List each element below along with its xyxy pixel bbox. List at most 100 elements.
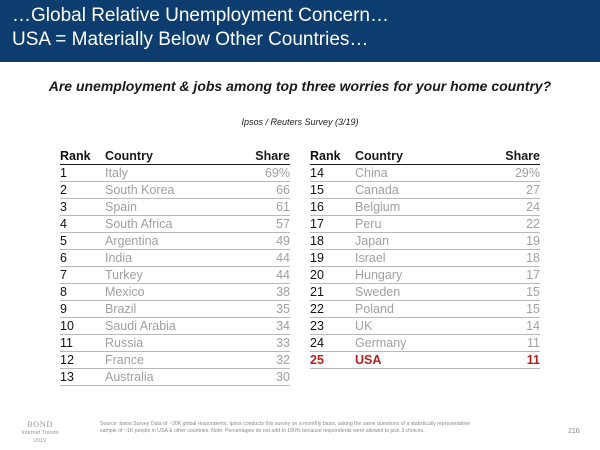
- table-row: 4 South Africa 57: [60, 215, 290, 233]
- country-cell: Saudi Arabia: [105, 317, 230, 335]
- rank-cell: 25: [310, 351, 355, 369]
- rank-cell: 19: [310, 249, 355, 267]
- country-cell: India: [105, 249, 230, 267]
- rank-cell: 5: [60, 232, 105, 250]
- share-cell: 49: [229, 232, 290, 250]
- share-cell: 24: [465, 198, 540, 216]
- rank-cell: 14: [310, 164, 355, 182]
- table-row: 3 Spain 61: [60, 198, 290, 216]
- table-row: 6 India 44: [60, 249, 290, 267]
- country-cell: Spain: [105, 198, 230, 216]
- country-cell: Russia: [105, 334, 230, 352]
- share-cell: 44: [229, 266, 290, 284]
- table-row: 10 Saudi Arabia 34: [60, 317, 290, 335]
- country-cell: Turkey: [105, 266, 230, 284]
- share-cell: 69%: [229, 164, 290, 182]
- table-row: 12 France 32: [60, 351, 290, 369]
- country-cell: Peru: [355, 215, 466, 233]
- country-cell: Australia: [105, 368, 230, 386]
- country-cell: Italy: [105, 164, 230, 182]
- share-cell: 11: [465, 334, 540, 352]
- country-cell: Argentina: [105, 232, 230, 250]
- ranking-table-left: Rank Country Share 1 Italy 69% 2 South Korea…: [60, 148, 290, 386]
- share-cell: 44: [229, 249, 290, 267]
- country-cell: Mexico: [105, 283, 230, 301]
- table-row: 5 Argentina 49: [60, 232, 290, 250]
- table-body-right: 14 China 29% 15 Canada 27 16 Belgium 24 17 Peru 22 1…: [310, 164, 540, 369]
- footnote-line-2: sample of ~1K people in USA & other coun…: [100, 428, 425, 434]
- share-column-header: Share: [229, 148, 290, 165]
- table-row: 25 USA 11: [310, 351, 540, 369]
- table-row: 18 Japan 19: [310, 232, 540, 250]
- country-cell: Hungary: [355, 266, 466, 284]
- country-cell: China: [355, 164, 466, 182]
- rank-cell: 17: [310, 215, 355, 233]
- share-cell: 34: [229, 317, 290, 335]
- table-row: 17 Peru 22: [310, 215, 540, 233]
- rank-column-header: Rank: [310, 148, 355, 165]
- share-cell: 30: [229, 368, 290, 386]
- share-cell: 14: [465, 317, 540, 335]
- share-cell: 35: [229, 300, 290, 318]
- table-row: 15 Canada 27: [310, 181, 540, 199]
- country-cell: Sweden: [355, 283, 466, 301]
- country-column-header: Country: [105, 148, 230, 165]
- country-cell: South Africa: [105, 215, 230, 233]
- share-column-header: Share: [465, 148, 540, 165]
- table-row: 16 Belgium 24: [310, 198, 540, 216]
- country-cell: UK: [355, 317, 466, 335]
- table-header-row: Rank Country Share: [60, 148, 290, 165]
- survey-question: Are unemployment & jobs among top three …: [48, 78, 552, 94]
- rank-column-header: Rank: [60, 148, 105, 165]
- table-row: 20 Hungary 17: [310, 266, 540, 284]
- share-cell: 38: [229, 283, 290, 301]
- share-cell: 11: [465, 351, 540, 369]
- country-cell: Belgium: [355, 198, 466, 216]
- rank-cell: 6: [60, 249, 105, 267]
- share-cell: 18: [465, 249, 540, 267]
- share-cell: 66: [229, 181, 290, 199]
- rank-cell: 22: [310, 300, 355, 318]
- table-row: 8 Mexico 38: [60, 283, 290, 301]
- table-row: 19 Israel 18: [310, 249, 540, 267]
- country-cell: Brazil: [105, 300, 230, 318]
- rank-cell: 18: [310, 232, 355, 250]
- country-cell: USA: [355, 351, 466, 369]
- bond-logo-text: BOND: [26, 419, 54, 429]
- ranking-table-right: Rank Country Share 14 China 29% 15 Canada 27 1…: [310, 148, 540, 369]
- title-line-2: USA = Materially Below Other Countries…: [12, 29, 369, 50]
- rank-cell: 15: [310, 181, 355, 199]
- title-line-1: …Global Relative Unemployment Concern…: [12, 5, 389, 26]
- table-row: 22 Poland 15: [310, 300, 540, 318]
- share-cell: 57: [229, 215, 290, 233]
- table-row: 13 Australia 30: [60, 368, 290, 386]
- share-cell: 32: [229, 351, 290, 369]
- country-cell: Germany: [355, 334, 466, 352]
- rank-cell: 21: [310, 283, 355, 301]
- country-cell: Israel: [355, 249, 466, 267]
- table-row: 1 Italy 69%: [60, 164, 290, 182]
- rank-cell: 12: [60, 351, 105, 369]
- table-row: 2 South Korea 66: [60, 181, 290, 199]
- rank-cell: 23: [310, 317, 355, 335]
- rank-cell: 20: [310, 266, 355, 284]
- share-cell: 33: [229, 334, 290, 352]
- share-cell: 27: [465, 181, 540, 199]
- footnote: Source: Ipsos Survey Data of ~20K global…: [100, 421, 500, 435]
- rank-cell: 2: [60, 181, 105, 199]
- table-row: 23 UK 14: [310, 317, 540, 335]
- country-cell: Poland: [355, 300, 466, 318]
- country-cell: Canada: [355, 181, 466, 199]
- share-cell: 15: [465, 283, 540, 301]
- page-number: 216: [568, 428, 580, 435]
- rank-cell: 1: [60, 164, 105, 182]
- country-column-header: Country: [355, 148, 466, 165]
- country-cell: South Korea: [105, 181, 230, 199]
- share-cell: 29%: [465, 164, 540, 182]
- table-body-left: 1 Italy 69% 2 South Korea 66 3 Spain 61 4 South Af…: [60, 164, 290, 386]
- share-cell: 19: [465, 232, 540, 250]
- rank-cell: 24: [310, 334, 355, 352]
- share-cell: 22: [465, 215, 540, 233]
- report-year: 2019: [33, 438, 47, 444]
- rank-cell: 9: [60, 300, 105, 318]
